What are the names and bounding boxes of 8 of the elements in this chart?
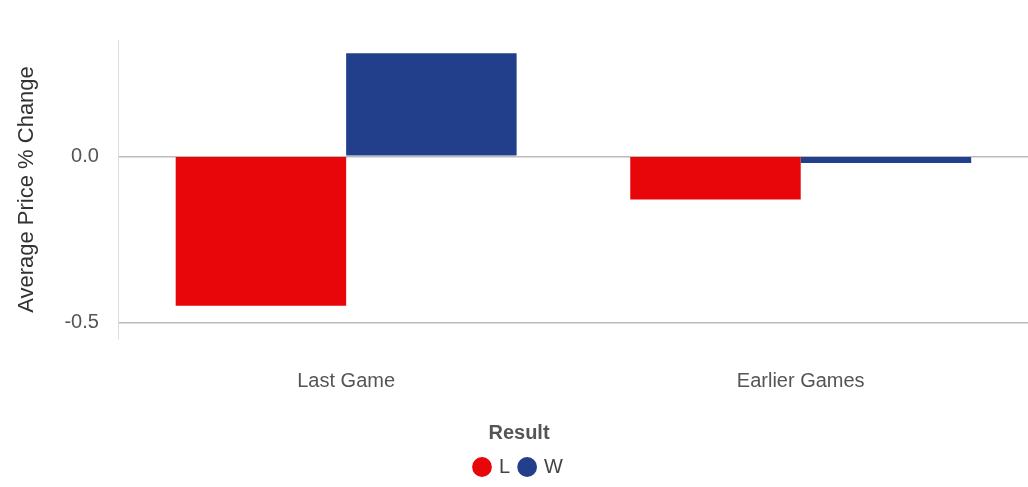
x-tick-label: Earlier Games [736,368,865,391]
y-tick-label: 0.0 [71,143,99,166]
x-tick-label: Last Game [297,368,396,391]
y-axis-title: Average Price % Change [13,66,39,313]
legend-title: Result [488,420,550,443]
legend-label: L [499,454,511,477]
y-tick-label: -0.5 [64,309,99,332]
legend-label: W [544,454,564,477]
